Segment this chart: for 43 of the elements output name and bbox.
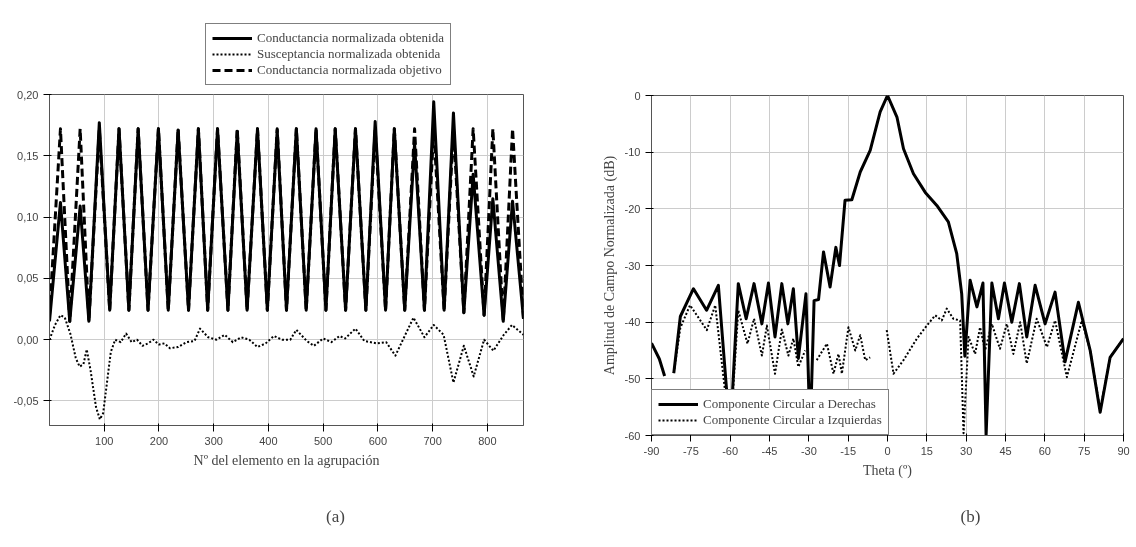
legend-label: Componente Circular a Izquierdas — [703, 412, 882, 428]
x-tick-label: 400 — [259, 434, 278, 447]
y-tick-label: 0,05 — [17, 272, 39, 285]
x-tick-label: -60 — [722, 444, 739, 457]
y-tick-label: 0 — [634, 89, 641, 102]
x-tick-label: 0 — [884, 444, 891, 457]
x-tick-label: 500 — [314, 434, 333, 447]
y-tick-label: 0,20 — [17, 88, 39, 101]
y-axis-title: Amplitud de Campo Normalizada (dB) — [601, 155, 618, 376]
y-tick-label: -20 — [624, 202, 641, 215]
y-tick-label: -40 — [624, 316, 641, 329]
x-tick-label: 30 — [960, 444, 973, 457]
x-tick-label: 600 — [368, 434, 388, 447]
y-tick-label: 0,00 — [17, 333, 39, 346]
x-tick-label: -45 — [761, 444, 778, 457]
text: (a) — [326, 506, 345, 526]
x-tick-label: -75 — [682, 444, 699, 457]
x-tick-label: -15 — [840, 444, 857, 457]
legend-label: Conductancia normalizada objetivo — [257, 62, 442, 78]
y-tick-label: 0,15 — [17, 149, 39, 162]
legend-label: Componente Circular a Derechas — [703, 396, 876, 412]
x-axis-title: Theta (º) — [862, 462, 913, 479]
x-tick-label: 300 — [204, 434, 223, 447]
x-tick-label: 800 — [478, 434, 497, 447]
x-tick-label: -30 — [800, 444, 817, 457]
x-tick-label: -90 — [643, 444, 660, 457]
x-tick-label: 75 — [1078, 444, 1091, 457]
x-tick-label: 100 — [95, 434, 114, 447]
y-tick-label: -50 — [624, 372, 641, 385]
y-tick-label: -0,05 — [13, 394, 39, 407]
x-tick-label: 45 — [999, 444, 1012, 457]
x-axis-title: Nº del elemento en la agrupación — [193, 452, 380, 468]
legend-label: Conductancia normalizada obtenida — [257, 30, 444, 46]
x-tick-label: 700 — [423, 434, 442, 447]
x-tick-label: 90 — [1117, 444, 1130, 457]
text: (b) — [960, 506, 981, 526]
x-tick-label: 60 — [1038, 444, 1051, 457]
y-tick-label: -30 — [624, 259, 641, 272]
x-tick-label: 200 — [149, 434, 169, 447]
x-tick-label: 15 — [920, 444, 933, 457]
y-tick-label: 0,10 — [17, 211, 39, 224]
y-tick-label: -10 — [624, 146, 641, 159]
legend-label: Susceptancia normalizada obtenida — [257, 46, 441, 62]
